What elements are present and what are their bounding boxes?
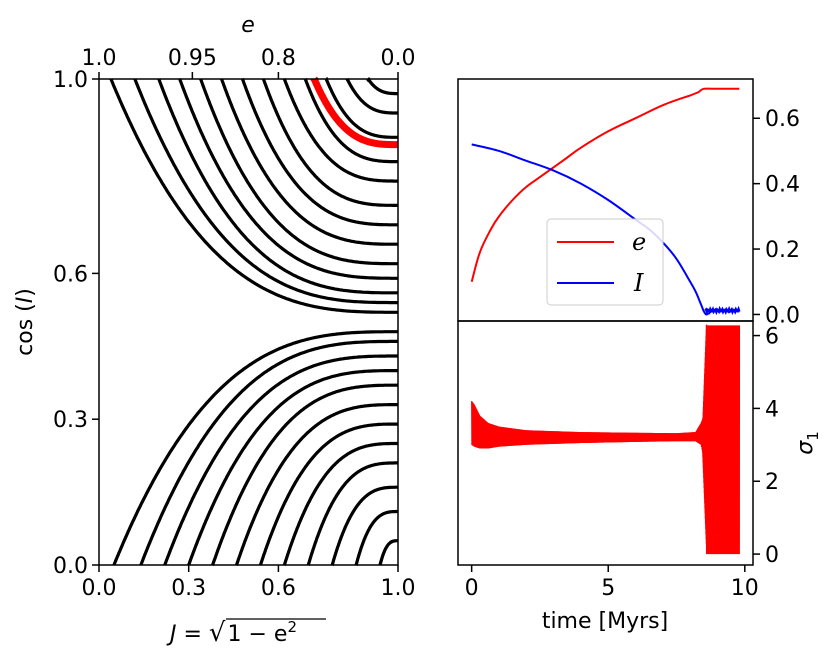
- phase-portrait-panel: 0.0 0.3 0.6 1.0 0.0 0.3 0.6 1.0 1.0 0.95 0.8 0.0 …: [13, 13, 416, 648]
- series-e-line: [470, 87, 740, 283]
- phase-curve-lower: [163, 354, 398, 566]
- phase-y-ticks: 0.0 0.3 0.6 1.0: [53, 68, 99, 579]
- time-tick-label: 5: [601, 576, 615, 601]
- phase-curve-lower: [282, 441, 398, 567]
- legend-I-label: I: [633, 269, 644, 297]
- highlight-trajectory: [310, 76, 398, 149]
- svg-text:J = √1 − e2: J = √1 − e2: [166, 618, 297, 648]
- phase-curve-upper: [366, 77, 398, 96]
- phase-curve-lower: [187, 369, 398, 566]
- y-tick-label: 1.0: [53, 68, 88, 93]
- time-tick-label: 10: [731, 576, 759, 601]
- phase-top-e-ticks: 1.0 0.95 0.8 0.0: [82, 46, 416, 79]
- series-I-oscillation: [704, 305, 741, 316]
- phase-curve-upper: [282, 77, 398, 183]
- phase-curve-upper: [220, 78, 398, 246]
- phase-top-axis-label: e: [241, 13, 255, 38]
- sigma1-y-tick-label: 6: [765, 325, 779, 350]
- y-tick-label: 0.3: [53, 408, 88, 433]
- phase-curve-upper: [303, 77, 398, 164]
- sigma1-transition: [701, 324, 708, 545]
- phase-curve-lower: [306, 461, 398, 567]
- phase-y-axis-label: cos (I): [13, 288, 38, 356]
- phase-curve-upper: [133, 78, 398, 305]
- sigma1-panel: 0 5 10 0 2 4 6 time [Myrs] σ1: [457, 320, 822, 634]
- phase-curve-lower: [354, 509, 398, 567]
- phase-x-axis-label: J = √1 − e2: [166, 618, 326, 648]
- x-tick-label: 0.3: [171, 576, 206, 601]
- top-tick-label: 0.8: [261, 46, 296, 71]
- phase-curve-lower: [330, 485, 398, 567]
- top-tick-label: 1.0: [82, 46, 117, 71]
- sigma1-y-tick-label: 4: [765, 397, 779, 422]
- top-tick-label: 0.95: [168, 46, 217, 71]
- right-y-tick-label: 0.4: [765, 173, 800, 198]
- y-tick-label: 0.0: [53, 554, 88, 579]
- phase-curves: [109, 77, 398, 567]
- e-I-series: [470, 87, 741, 316]
- phase-plot-frame: [98, 78, 399, 566]
- phase-curve-lower: [112, 330, 398, 566]
- phase-curve-upper: [199, 78, 398, 266]
- phase-curve-upper: [157, 78, 398, 295]
- phase-curve-upper: [178, 77, 398, 280]
- highlight-curve: [310, 76, 398, 149]
- right-y-tick-label: 0.6: [765, 107, 800, 132]
- sigma1-libration: [471, 401, 705, 459]
- x-tick-label: 1.0: [381, 576, 416, 601]
- sigma1-x-axis-label: time [Myrs]: [542, 609, 668, 634]
- sigma1-series: [471, 324, 741, 555]
- time-tick-label: 0: [465, 576, 479, 601]
- e-I-panel: 0.0 0.2 0.4 0.6 e I: [457, 78, 800, 328]
- sigma1-y-tick-label: 0: [765, 543, 779, 568]
- phase-curve-upper: [109, 78, 398, 314]
- y-tick-label: 0.6: [53, 262, 88, 287]
- phase-curve-upper: [241, 77, 398, 227]
- sigma1-y-ticks: 0 2 4 6: [753, 325, 779, 568]
- sigma1-libration-fill: [471, 401, 704, 460]
- phase-curve-upper: [345, 77, 398, 115]
- legend-e-label: e: [632, 228, 646, 256]
- sigma1-plot-frame: [457, 320, 754, 566]
- sigma1-y-axis-label: σ1: [793, 431, 822, 455]
- phase-x-ticks: 0.0 0.3 0.6 1.0: [82, 565, 416, 601]
- x-tick-label: 0.6: [261, 576, 296, 601]
- right-y-tick-label: 0.0: [765, 303, 800, 328]
- phase-curve-lower: [211, 383, 398, 567]
- right-y-tick-label: 0.2: [765, 238, 800, 263]
- sigma1-circulation: [705, 325, 741, 555]
- phase-curve-lower: [235, 403, 398, 567]
- phase-curve-lower: [378, 539, 398, 566]
- sigma1-x-ticks: 0 5 10: [465, 565, 759, 601]
- sigma1-y-tick-label: 2: [765, 470, 779, 495]
- phase-curve-lower: [258, 422, 398, 566]
- top-tick-label: 0.0: [381, 46, 416, 71]
- phase-curve-upper: [324, 77, 398, 139]
- e-I-y-ticks: 0.0 0.2 0.4 0.6: [753, 107, 800, 328]
- x-tick-label: 0.0: [82, 576, 117, 601]
- phase-curve-lower: [139, 339, 398, 566]
- legend: e I: [546, 218, 664, 306]
- phase-curve-upper: [261, 78, 398, 207]
